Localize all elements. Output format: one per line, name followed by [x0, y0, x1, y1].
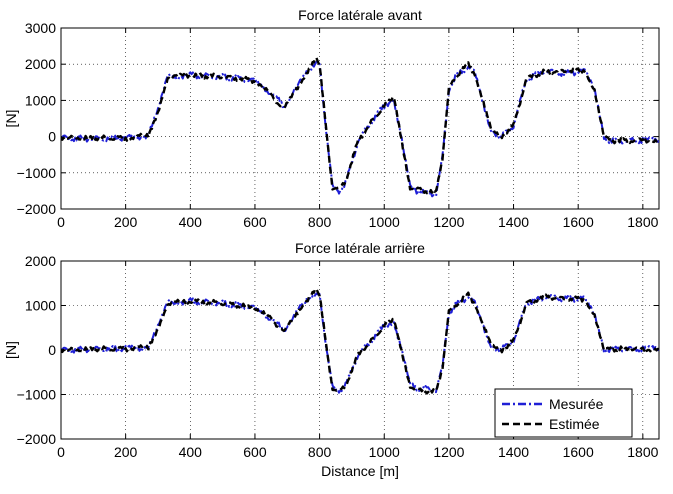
- legend: Mesurée Estimée: [494, 388, 633, 438]
- x-tick-label: 1400: [498, 444, 529, 460]
- y-tick-label: 0: [48, 129, 56, 145]
- y-tick-label: 2000: [25, 253, 56, 269]
- y-tick-label: −1000: [17, 387, 57, 403]
- x-tick-label: 600: [243, 444, 267, 460]
- y-tick-label: 1000: [25, 298, 56, 314]
- x-tick-label: 1200: [433, 214, 464, 230]
- y-tick-label: 0: [48, 342, 56, 358]
- x-tick-label: 200: [114, 214, 138, 230]
- chart-title: Force latérale arrière: [295, 240, 425, 256]
- y-axis-label: [N]: [3, 110, 19, 128]
- x-tick-label: 400: [179, 444, 203, 460]
- plot-area: [60, 27, 660, 210]
- x-tick-label: 1600: [563, 214, 594, 230]
- legend-item-estimated-label: Estimée: [549, 416, 600, 432]
- x-tick-label: 1600: [563, 444, 594, 460]
- x-tick-label: 1400: [498, 214, 529, 230]
- y-tick-label: 1000: [25, 92, 56, 108]
- x-tick-label: 0: [57, 444, 65, 460]
- y-tick-label: 3000: [25, 20, 56, 36]
- y-tick-label: −2000: [17, 431, 57, 447]
- x-tick-label: 1000: [369, 214, 400, 230]
- x-tick-label: 200: [114, 444, 138, 460]
- x-tick-label: 1200: [433, 444, 464, 460]
- x-tick-label: 800: [308, 214, 332, 230]
- series-line-estimated: [61, 56, 659, 195]
- chart-rear-lateral-force: 0 200 400 600 800 1000 1200 1400 1600 1800 −2000 −1…: [3, 240, 660, 479]
- x-tick-label: 1000: [369, 444, 400, 460]
- series-line-estimated: [61, 287, 659, 395]
- y-axis-label: [N]: [3, 341, 19, 359]
- x-tick-label: 400: [179, 214, 203, 230]
- chart-front-lateral-force: 0 200 400 600 800 1000 1200 1400 1600 1800 −2000 −1…: [3, 7, 660, 230]
- x-tick-label: 1800: [627, 214, 658, 230]
- chart-title: Force latérale avant: [298, 7, 422, 23]
- y-tick-label: 2000: [25, 56, 56, 72]
- y-tick-label: −2000: [17, 201, 57, 217]
- x-axis-label: Distance [m]: [321, 463, 399, 479]
- x-tick-label: 600: [243, 214, 267, 230]
- y-tick-label: −1000: [17, 165, 57, 181]
- x-tick-label: 800: [308, 444, 332, 460]
- x-tick-label: 0: [57, 214, 65, 230]
- legend-item-measured-label: Mesurée: [549, 396, 604, 412]
- x-tick-label: 1800: [627, 444, 658, 460]
- legend-box: [494, 388, 633, 438]
